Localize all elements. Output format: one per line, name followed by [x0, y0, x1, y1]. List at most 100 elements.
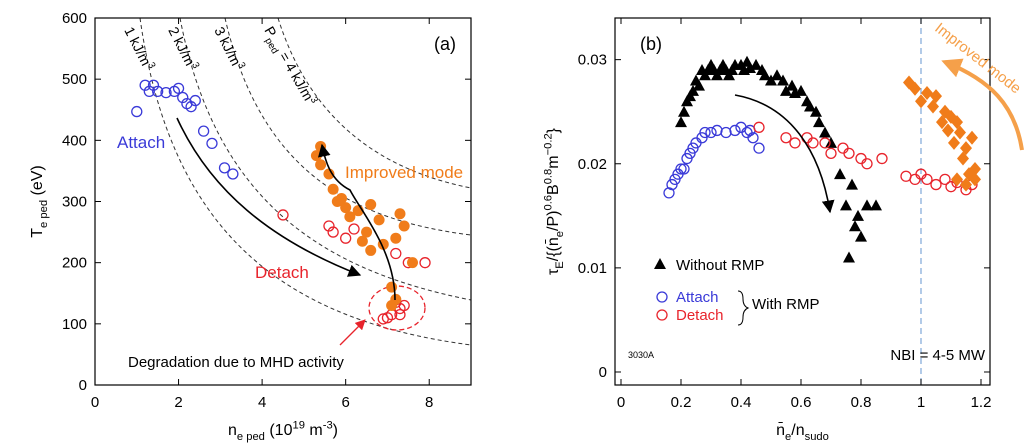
text-part: τ	[545, 268, 562, 275]
pressure-contour	[277, 17, 472, 189]
legend-brace	[737, 290, 750, 326]
point	[747, 132, 759, 144]
point	[323, 168, 335, 180]
contour-label: 3 kJ/m3	[211, 24, 247, 74]
point	[969, 172, 981, 187]
point	[131, 105, 143, 118]
point	[852, 209, 864, 221]
point	[398, 220, 410, 232]
legend-label: Detach	[676, 307, 724, 324]
point	[939, 173, 951, 186]
legend-swatch	[656, 291, 668, 303]
point	[813, 116, 825, 128]
point	[172, 82, 185, 94]
text-part: T	[29, 228, 46, 238]
point	[825, 136, 837, 148]
x-tick-label: 8	[425, 394, 433, 411]
text-part: }	[545, 127, 562, 133]
x-tick-label: 2	[174, 394, 182, 411]
text-part: NBI = 4-5 MW	[890, 347, 985, 364]
point	[951, 172, 963, 187]
legend-swatch	[656, 309, 668, 321]
pointer-arrow	[339, 319, 366, 346]
text-part: (b)	[640, 34, 662, 54]
annotation: 3030A	[628, 350, 654, 360]
y-tick-label: 0.02	[578, 156, 607, 173]
point	[678, 105, 690, 117]
text-part: m	[305, 422, 323, 439]
pressure-contour	[224, 17, 472, 236]
point	[386, 281, 398, 293]
point	[729, 124, 741, 137]
point	[930, 178, 942, 191]
contour-label: 2 kJ/m3	[165, 24, 201, 74]
point	[948, 135, 960, 150]
point	[160, 86, 172, 99]
point	[771, 69, 783, 81]
point	[365, 199, 377, 211]
point	[675, 116, 687, 128]
text-part: 3	[145, 61, 158, 71]
point	[327, 183, 339, 195]
point	[759, 69, 771, 81]
point	[921, 173, 933, 186]
text-part: −0.2	[543, 133, 555, 155]
point	[177, 91, 189, 104]
x-tick-label: 0.6	[791, 394, 812, 411]
text-part: With RMP	[752, 296, 820, 313]
text-part: 2 kJ/m	[165, 24, 198, 68]
point	[687, 84, 699, 96]
point	[921, 85, 933, 100]
point	[777, 74, 789, 86]
point	[936, 115, 948, 130]
point	[819, 126, 831, 138]
point	[966, 130, 978, 145]
point	[870, 199, 882, 211]
point	[390, 232, 402, 244]
point	[711, 124, 723, 137]
text-part: 1 kJ/m	[121, 24, 154, 68]
point	[909, 81, 921, 96]
point	[277, 209, 289, 221]
panel-b: 0 0.2 0.4 0.6 0.8 1 1.200.010.020.03n̄e/nsudoτ…	[543, 17, 991, 443]
point	[218, 162, 231, 174]
trend-arrow	[941, 58, 1024, 151]
point	[753, 121, 765, 133]
series-label: Detach	[255, 263, 309, 282]
point	[840, 199, 852, 211]
point	[315, 140, 327, 152]
series	[310, 140, 419, 311]
point	[927, 99, 939, 114]
point	[789, 137, 801, 149]
contour-label: 1 kJ/m3	[121, 24, 157, 74]
panel-label: (a)	[434, 34, 456, 54]
point	[189, 94, 201, 107]
y-axis-label: τE/{(n̄e/P)0.6B0.8m−0.2}	[543, 127, 566, 275]
point	[394, 309, 406, 321]
point	[810, 105, 822, 117]
x-tick-label: 4	[258, 394, 266, 411]
point	[780, 132, 792, 144]
point	[843, 251, 855, 263]
y-axis-label: Te ped (eV)	[29, 165, 50, 237]
text-part: 3030A	[628, 350, 654, 360]
x-tick-label: 0.2	[671, 394, 692, 411]
text-part: n̄	[776, 422, 785, 439]
point	[185, 101, 197, 113]
point	[323, 220, 335, 232]
point	[837, 142, 849, 154]
series	[753, 121, 978, 196]
point	[139, 79, 151, 91]
mhd-region	[368, 285, 426, 331]
series	[903, 75, 981, 192]
x-tick-label: 6	[341, 394, 349, 411]
pressure-contour	[179, 17, 472, 301]
point	[861, 158, 873, 170]
text-part: 0.6	[543, 195, 555, 211]
point	[361, 226, 373, 238]
point	[750, 58, 762, 70]
point	[390, 293, 402, 305]
y-tick-label: 0	[79, 377, 87, 394]
text-part: -3	[323, 420, 333, 432]
text-part: 3	[308, 95, 321, 106]
